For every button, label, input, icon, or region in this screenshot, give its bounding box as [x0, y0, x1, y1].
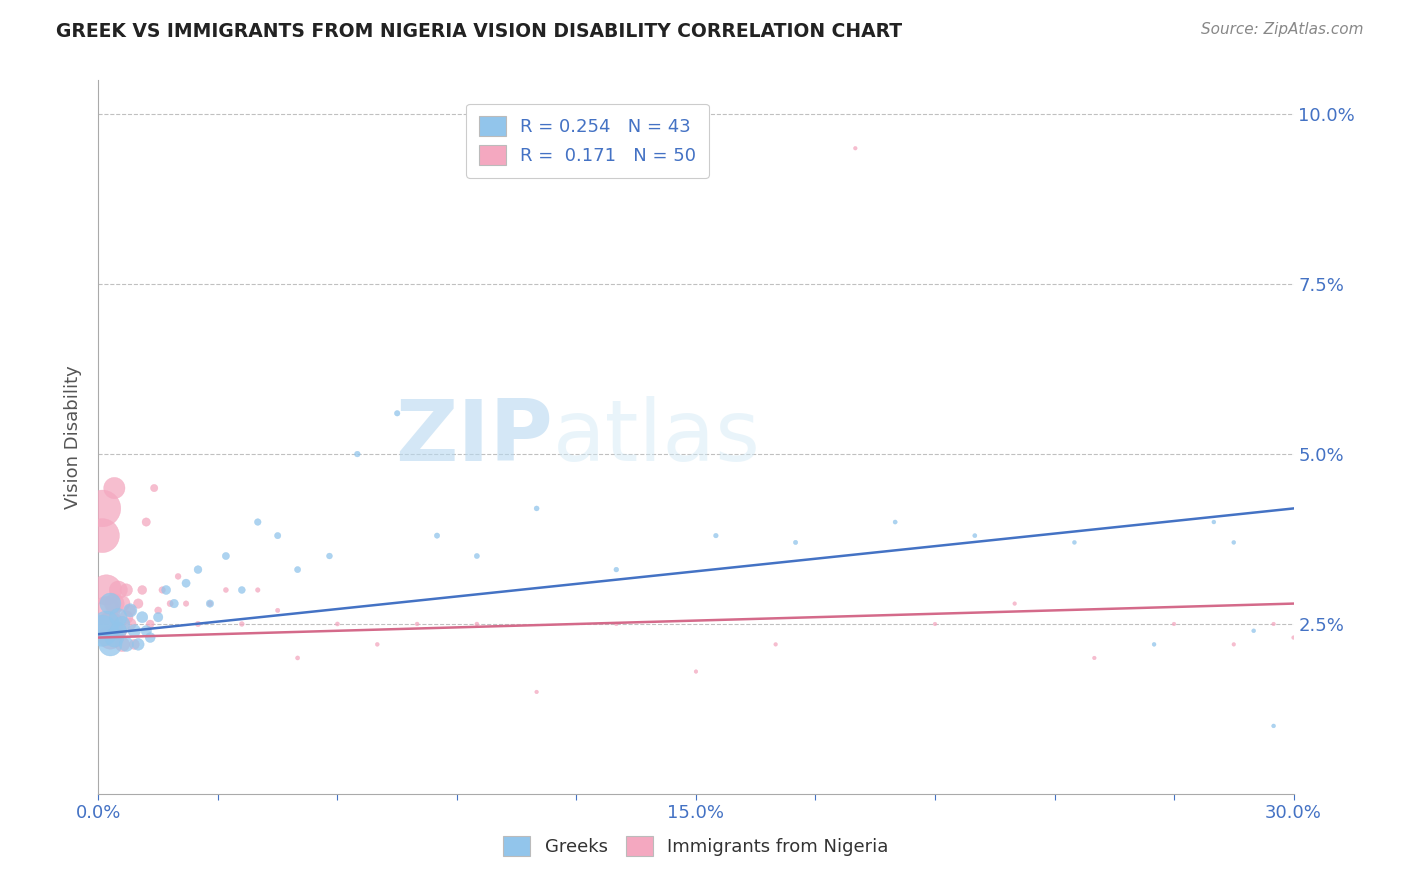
Point [187, 617, 209, 632]
Point [215, 549, 238, 563]
Point [246, 582, 269, 597]
Point [326, 617, 349, 632]
Point [267, 528, 290, 542]
Point [98, 631, 122, 645]
Point [1063, 535, 1085, 549]
Y-axis label: Vision Disability: Vision Disability [65, 365, 83, 509]
Point [135, 515, 157, 529]
Point [267, 603, 290, 617]
Point [167, 569, 190, 583]
Point [385, 406, 409, 420]
Point [963, 528, 986, 542]
Point [187, 563, 209, 577]
Point [103, 597, 125, 611]
Point [785, 535, 807, 549]
Point [246, 515, 269, 529]
Legend: Greeks, Immigrants from Nigeria: Greeks, Immigrants from Nigeria [496, 829, 896, 863]
Point [124, 624, 146, 638]
Point [346, 447, 368, 461]
Point [91, 528, 114, 542]
Point [107, 624, 129, 638]
Point [1243, 624, 1265, 638]
Text: Source: ZipAtlas.com: Source: ZipAtlas.com [1201, 22, 1364, 37]
Text: atlas: atlas [553, 395, 761, 479]
Point [91, 624, 114, 638]
Point [174, 576, 197, 591]
Point [924, 617, 946, 632]
Point [526, 685, 548, 699]
Point [231, 582, 253, 597]
Point [143, 481, 166, 495]
Point [120, 603, 142, 617]
Point [139, 617, 162, 632]
Point [120, 617, 142, 632]
Point [131, 582, 153, 597]
Point [1004, 597, 1026, 611]
Point [1282, 631, 1305, 645]
Point [98, 617, 122, 632]
Point [120, 603, 142, 617]
Point [115, 582, 138, 597]
Point [465, 617, 488, 632]
Text: GREEK VS IMMIGRANTS FROM NIGERIA VISION DISABILITY CORRELATION CHART: GREEK VS IMMIGRANTS FROM NIGERIA VISION … [56, 22, 903, 41]
Point [465, 549, 488, 563]
Point [91, 501, 114, 516]
Point [148, 610, 170, 624]
Point [124, 637, 146, 651]
Point [150, 582, 173, 597]
Point [1083, 651, 1105, 665]
Point [366, 637, 388, 651]
Point [163, 597, 186, 611]
Point [111, 597, 134, 611]
Point [107, 582, 129, 597]
Point [765, 637, 787, 651]
Point [135, 624, 157, 638]
Point [111, 617, 134, 632]
Point [287, 563, 309, 577]
Point [231, 617, 253, 632]
Point [107, 624, 129, 638]
Point [287, 651, 309, 665]
Point [844, 141, 866, 155]
Point [155, 582, 177, 597]
Point [605, 617, 627, 632]
Point [1223, 637, 1246, 651]
Point [685, 665, 707, 679]
Point [127, 637, 149, 651]
Point [98, 597, 122, 611]
Point [884, 515, 907, 529]
Point [1223, 535, 1246, 549]
Point [318, 549, 340, 563]
Point [127, 597, 149, 611]
Point [198, 597, 221, 611]
Point [96, 582, 118, 597]
Point [159, 597, 181, 611]
Point [406, 617, 429, 632]
Point [115, 637, 138, 651]
Point [96, 603, 118, 617]
Point [174, 597, 197, 611]
Point [1143, 637, 1166, 651]
Point [139, 631, 162, 645]
Point [115, 610, 138, 624]
Point [131, 610, 153, 624]
Point [198, 597, 221, 611]
Point [148, 603, 170, 617]
Point [1263, 719, 1285, 733]
Point [111, 637, 134, 651]
Point [103, 481, 125, 495]
Point [704, 528, 727, 542]
Point [98, 637, 122, 651]
Point [215, 582, 238, 597]
Point [426, 528, 449, 542]
Text: ZIP: ZIP [395, 395, 553, 479]
Point [526, 501, 548, 516]
Point [96, 617, 118, 632]
Point [1163, 617, 1185, 632]
Point [103, 631, 125, 645]
Point [1263, 617, 1285, 632]
Point [605, 563, 627, 577]
Point [107, 610, 129, 624]
Point [1202, 515, 1225, 529]
